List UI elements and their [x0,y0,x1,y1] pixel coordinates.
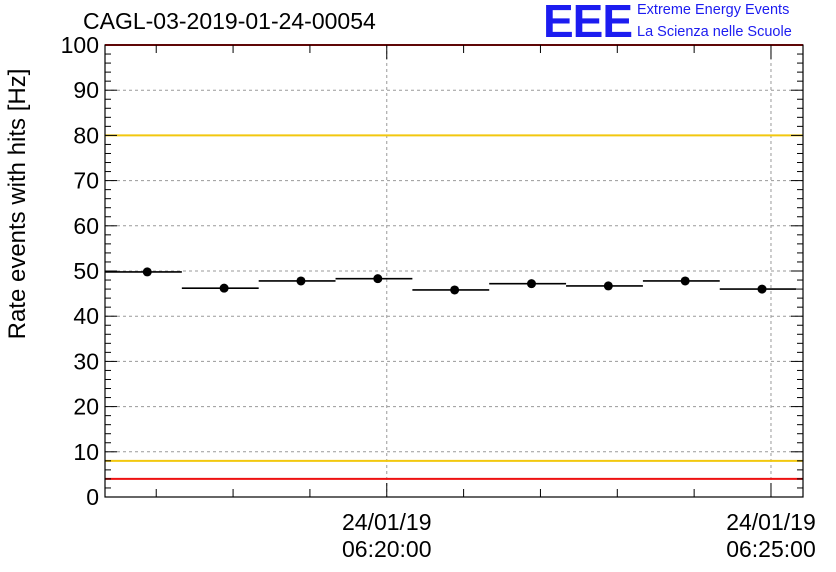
data-point [142,267,152,277]
data-point [603,281,613,291]
y-tick-label: 90 [73,77,99,103]
data-point [219,283,229,293]
x-tick-date-label: 24/01/19 [342,509,432,535]
x-tick-time-label: 06:20:00 [342,536,432,562]
y-tick-label: 80 [73,122,99,148]
logo-subtitle-line2: La Scienza nelle Scuole [637,24,792,40]
y-tick-label: 40 [73,303,99,329]
y-tick-label: 60 [73,213,99,239]
y-tick-label: 0 [86,484,99,510]
data-point [757,284,767,294]
y-tick-label: 70 [73,168,99,194]
data-point [296,276,306,286]
logo-subtitle-line1: Extreme Energy Events [637,2,790,18]
y-tick-label: 50 [73,258,99,284]
data-point [373,274,383,284]
data-point [526,279,536,289]
data-point [680,276,690,286]
y-tick-label: 100 [61,32,99,58]
y-tick-label: 20 [73,394,99,420]
x-tick-time-label: 06:25:00 [726,536,816,562]
data-point [450,285,460,295]
eee-logo: EEE [543,0,633,47]
x-tick-date-label: 24/01/19 [726,509,816,535]
run-title: CAGL-03-2019-01-24-00054 [83,8,376,34]
y-tick-label: 30 [73,348,99,374]
y-tick-label: 10 [73,439,99,465]
